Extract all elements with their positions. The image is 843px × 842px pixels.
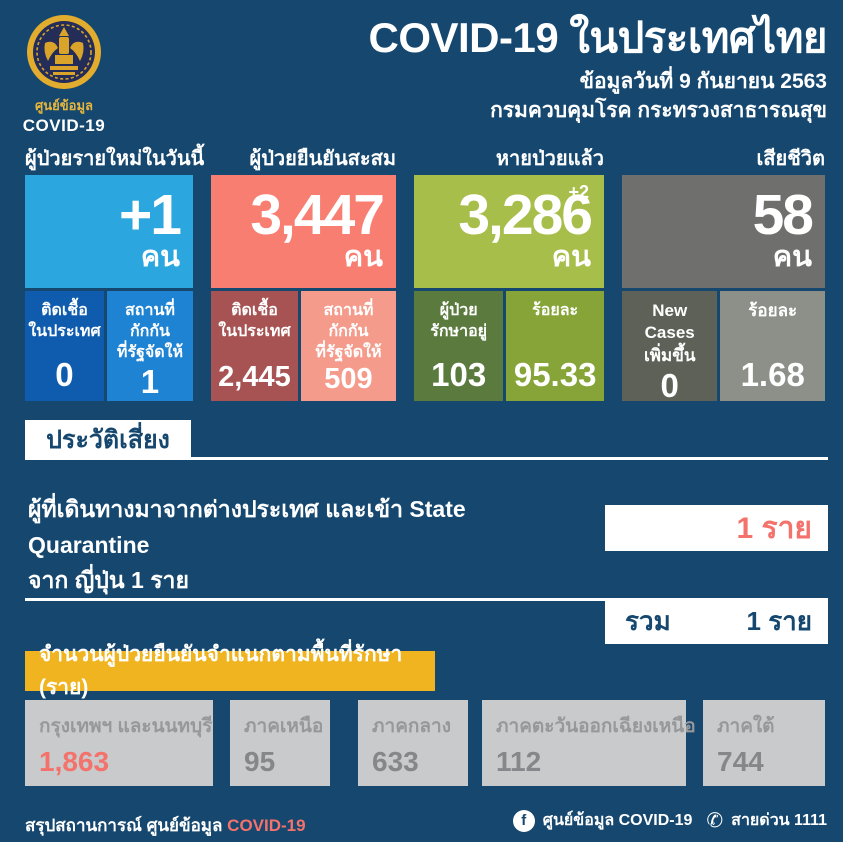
header: COVID-19 ในประเทศไทย ข้อมูลวันที่ 9 กันย… xyxy=(368,14,827,126)
facebook-page-label[interactable]: ศูนย์ข้อมูล COVID-19 xyxy=(542,812,693,829)
footer-summary-covid: COVID-19 xyxy=(227,816,306,835)
card-value: 58 xyxy=(752,183,814,248)
card-title: ผู้ป่วยยืนยันสะสม xyxy=(249,148,396,170)
card-title: ผู้ป่วยรายใหม่ในวันนี้ xyxy=(25,148,205,170)
report-date: ข้อมูลวันที่ 9 กันยายน 2563 xyxy=(579,70,827,94)
card-unit: คน xyxy=(551,240,591,273)
card-main-value-box: 3,447 คน xyxy=(211,175,396,288)
risk-line-2: จาก ญี่ปุ่น 1 ราย xyxy=(28,567,189,594)
region-label: ภาคใต้ xyxy=(717,716,775,737)
card-unit: คน xyxy=(772,240,812,273)
government-seal-icon xyxy=(26,14,102,90)
risk-heading: ประวัติเสี่ยง xyxy=(46,426,170,454)
regions-heading: จำนวนผู้ป่วยยืนยันจำแนกตามพื้นที่รักษา (… xyxy=(25,643,435,699)
logo-caption-thai: ศูนย์ข้อมูล xyxy=(35,98,93,113)
sub-box-percent: ร้อยละ 95.33 xyxy=(506,291,604,401)
sub-label: สถานที่ กักกัน ที่รัฐจัดให้ xyxy=(315,302,382,362)
card-cumulative-cases: ผู้ป่วยยืนยันสะสม 3,447 คน ติดเชื้อ ในปร… xyxy=(211,145,396,401)
sub-box-new-deaths: New Cases เพิ่มขึ้น 0 xyxy=(622,291,718,404)
sub-box-in-treatment: ผู้ป่วย รักษาอยู่ 103 xyxy=(414,291,504,401)
card-sub-boxes: ผู้ป่วย รักษาอยู่ 103 ร้อยละ 95.33 xyxy=(414,291,604,401)
sub-value: 103 xyxy=(431,356,487,393)
sub-value: 1 xyxy=(140,363,160,401)
card-deaths: เสียชีวิต 58 คน New Cases เพิ่มขึ้น 0 ร้… xyxy=(622,145,825,404)
region-label: ภาคตะวันออกเฉียงเหนือ xyxy=(496,716,696,737)
region-box-south: ภาคใต้ 744 xyxy=(703,700,825,786)
region-value: 112 xyxy=(496,746,542,777)
sub-label: สถานที่ กักกัน ที่รัฐจัดให้ xyxy=(116,302,184,362)
sub-box-quarantine: สถานที่ กักกัน ที่รัฐจัดให้ 1 xyxy=(106,291,193,401)
card-value: 3,286 xyxy=(458,183,593,248)
region-value: 633 xyxy=(372,746,419,777)
region-label: ภาคกลาง xyxy=(372,716,451,737)
card-main-value-box: +2 3,286 คน xyxy=(414,175,604,288)
region-label: กรุงเทพฯ และนนทบุรี xyxy=(39,716,213,737)
stat-cards-row: ผู้ป่วยรายใหม่ในวันนี้ +1 คน ติดเชื้อ ใน… xyxy=(25,145,825,404)
card-title: เสียชีวิต xyxy=(756,148,825,170)
risk-count-box: 1 ราย xyxy=(605,505,828,551)
total-box: รวม 1 ราย xyxy=(605,598,828,644)
region-value: 95 xyxy=(244,746,276,777)
region-box-central: ภาคกลาง 633 xyxy=(358,700,468,786)
agency-name: กรมควบคุมโรค กระทรวงสาธารณสุข xyxy=(490,99,827,123)
facebook-icon[interactable]: f xyxy=(512,809,535,832)
phone-icon: ✆ xyxy=(706,810,724,832)
sub-box-quarantine: สถานที่ กักกัน ที่รัฐจัดให้ 509 xyxy=(300,291,396,401)
risk-line-1: ผู้ที่เดินทางมาจากต่างประเทศ และเข้า Sta… xyxy=(28,496,466,558)
card-sub-boxes: ติดเชื้อ ในประเทศ 2,445 สถานที่ กักกัน ท… xyxy=(211,291,396,401)
logo-caption-covid: COVID-19 xyxy=(22,116,106,135)
region-box-bangkok: กรุงเทพฯ และนนทบุรี 1,863 xyxy=(25,700,213,786)
card-unit: คน xyxy=(343,240,383,273)
sub-value: 2,445 xyxy=(218,361,291,393)
total-label: รวม xyxy=(625,605,671,636)
card-sub-boxes: ติดเชื้อ ในประเทศ 0 สถานที่ กักกัน ที่รั… xyxy=(25,291,193,401)
risk-heading-box: ประวัติเสี่ยง xyxy=(25,420,191,460)
card-recovered: หายป่วยแล้ว +2 3,286 คน ผู้ป่วย รักษาอยู… xyxy=(414,145,604,401)
sub-label: ร้อยละ xyxy=(748,301,798,320)
total-divider-line xyxy=(25,598,605,601)
agency-logo: ศูนย์ข้อมูล COVID-19 xyxy=(22,14,106,136)
sub-label: New Cases เพิ่มขึ้น xyxy=(643,301,696,365)
sub-box-domestic: ติดเชื้อ ในประเทศ 0 xyxy=(25,291,104,401)
card-sub-boxes: New Cases เพิ่มขึ้น 0 ร้อยละ 1.68 xyxy=(622,291,825,404)
hotline-label: สายด่วน 1111 xyxy=(731,812,827,829)
card-title: หายป่วยแล้ว xyxy=(495,148,604,170)
risk-underline xyxy=(25,457,828,460)
risk-description: ผู้ที่เดินทางมาจากต่างประเทศ และเข้า Sta… xyxy=(28,492,593,599)
sub-box-domestic: ติดเชื้อ ในประเทศ 2,445 xyxy=(211,291,298,401)
sub-box-percent: ร้อยละ 1.68 xyxy=(720,291,825,401)
sub-value: 95.33 xyxy=(513,356,597,393)
sub-label: ติดเชื้อ ในประเทศ xyxy=(218,302,291,341)
card-new-cases: ผู้ป่วยรายใหม่ในวันนี้ +1 คน ติดเชื้อ ใน… xyxy=(25,145,205,401)
region-label: ภาคเหนือ xyxy=(244,716,324,737)
card-main-value-box: 58 คน xyxy=(622,175,825,288)
sub-value: 0 xyxy=(55,356,74,393)
risk-count: 1 ราย xyxy=(736,511,812,545)
total-value: 1 ราย xyxy=(746,605,812,636)
card-main-value-box: +1 คน xyxy=(25,175,193,288)
card-unit: คน xyxy=(140,240,180,273)
footer-summary-text: สรุปสถานการณ์ ศูนย์ข้อมูล COVID-19 xyxy=(25,812,306,839)
sub-value: 509 xyxy=(324,363,373,396)
sub-value: 0 xyxy=(660,367,679,405)
sub-value: 1.68 xyxy=(740,356,805,393)
card-value: 3,447 xyxy=(250,183,385,248)
card-value: +1 xyxy=(119,183,182,248)
sub-label: ร้อยละ xyxy=(532,302,579,319)
sub-label: ผู้ป่วย รักษาอยู่ xyxy=(430,302,488,341)
region-value: 1,863 xyxy=(39,746,110,777)
region-value: 744 xyxy=(717,746,764,777)
footer-summary-label: สรุปสถานการณ์ ศูนย์ข้อมูล xyxy=(25,816,223,835)
sub-label: ติดเชื้อ ในประเทศ xyxy=(28,302,101,341)
region-box-northeast: ภาคตะวันออกเฉียงเหนือ 112 xyxy=(482,700,696,786)
region-box-north: ภาคเหนือ 95 xyxy=(230,700,330,786)
page-title: COVID-19 ในประเทศไทย xyxy=(368,14,827,61)
footer-contacts: f ศูนย์ข้อมูล COVID-19 ✆ สายด่วน 1111 xyxy=(512,808,827,833)
recovered-delta-badge: +2 xyxy=(568,182,589,202)
